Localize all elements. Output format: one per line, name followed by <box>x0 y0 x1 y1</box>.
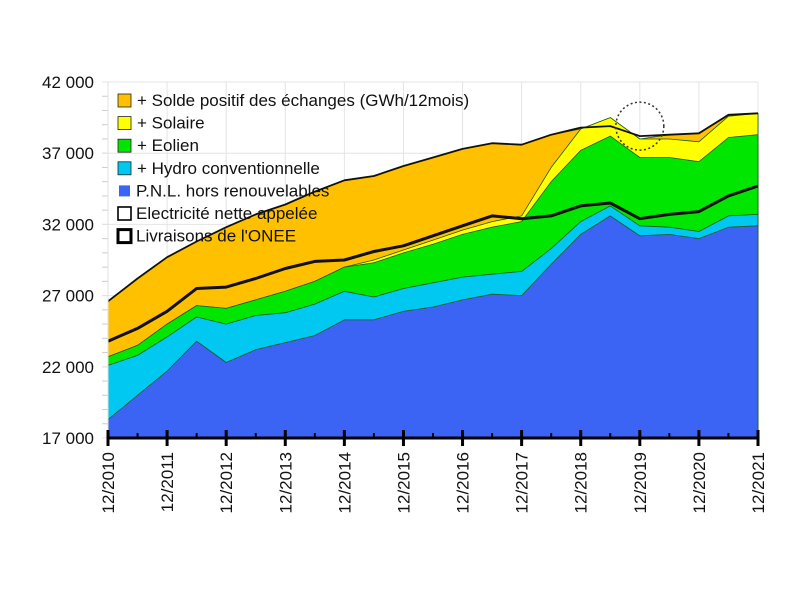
legend-swatch <box>117 138 132 153</box>
x-tick-label: 12/2012 <box>217 452 236 513</box>
legend-swatch <box>117 206 132 221</box>
legend-swatch <box>117 116 132 130</box>
y-tick-label: 42 000 <box>42 73 94 92</box>
legend-item: + Eolien <box>117 136 199 155</box>
line-livraisons-de-l-onee <box>107 184 759 343</box>
line-electricit-nette-appel-e <box>107 112 759 303</box>
legend-item: + Hydro conventionnelle <box>117 159 320 178</box>
x-tick-label: 12/2015 <box>394 452 413 513</box>
y-tick-label: 32 000 <box>42 215 94 234</box>
legend-item: Electricité nette appelée <box>117 204 317 223</box>
legend-label: + Eolien <box>137 136 199 155</box>
legend-label: Livraisons de l'ONEE <box>136 227 296 246</box>
x-tick-label: 12/2018 <box>572 452 591 513</box>
legend: + Solde positif des échanges (GWh/12mois… <box>116 91 469 246</box>
stacked-areas <box>107 112 759 439</box>
legend-label: Electricité nette appelée <box>136 204 317 223</box>
y-tick-label: 27 000 <box>42 287 94 306</box>
x-axis-ticks: 12/2010 12/2011 12/2012 12/2013 12/2014 12/20… <box>99 452 768 513</box>
legend-swatch <box>116 228 133 245</box>
axes <box>106 82 760 446</box>
legend-item: + Solde positif des échanges (GWh/12mois… <box>117 91 469 110</box>
y-tick-label: 22 000 <box>42 358 94 377</box>
y-tick-label: 37 000 <box>42 144 94 163</box>
legend-item: Livraisons de l'ONEE <box>116 227 296 246</box>
area-p-n-l-hors-renouvelables <box>107 215 759 439</box>
legend-item: + Solaire <box>117 114 205 133</box>
x-tick-label: 12/2021 <box>749 452 768 513</box>
x-tick-label: 12/2014 <box>335 452 354 513</box>
legend-label: P.N.L. hors renouvelables <box>136 181 329 200</box>
legend-label: + Hydro conventionnelle <box>137 159 320 178</box>
x-tick-label: 12/2020 <box>690 452 709 513</box>
x-tick-label: 12/2016 <box>454 452 473 513</box>
x-tick-label: 12/2019 <box>631 452 650 513</box>
lines <box>107 112 759 343</box>
annotation <box>615 101 665 151</box>
x-tick-label: 12/2011 <box>158 452 177 512</box>
x-tick-label: 12/2017 <box>513 452 532 513</box>
annotation-circle <box>615 101 665 151</box>
y-tick-label: 17 000 <box>42 429 94 448</box>
legend-item: P.N.L. hors renouvelables <box>119 181 329 200</box>
legend-label: + Solaire <box>137 114 205 133</box>
legend-label: + Solde positif des échanges (GWh/12mois… <box>137 91 469 110</box>
legend-swatch <box>117 93 132 108</box>
x-tick-label: 12/2013 <box>276 452 295 513</box>
legend-swatch <box>117 161 132 176</box>
y-axis-ticks: 17 000 22 000 27 000 32 000 37 000 42 000 <box>42 73 94 448</box>
legend-swatch <box>119 185 130 197</box>
x-tick-label: 12/2010 <box>99 452 118 513</box>
